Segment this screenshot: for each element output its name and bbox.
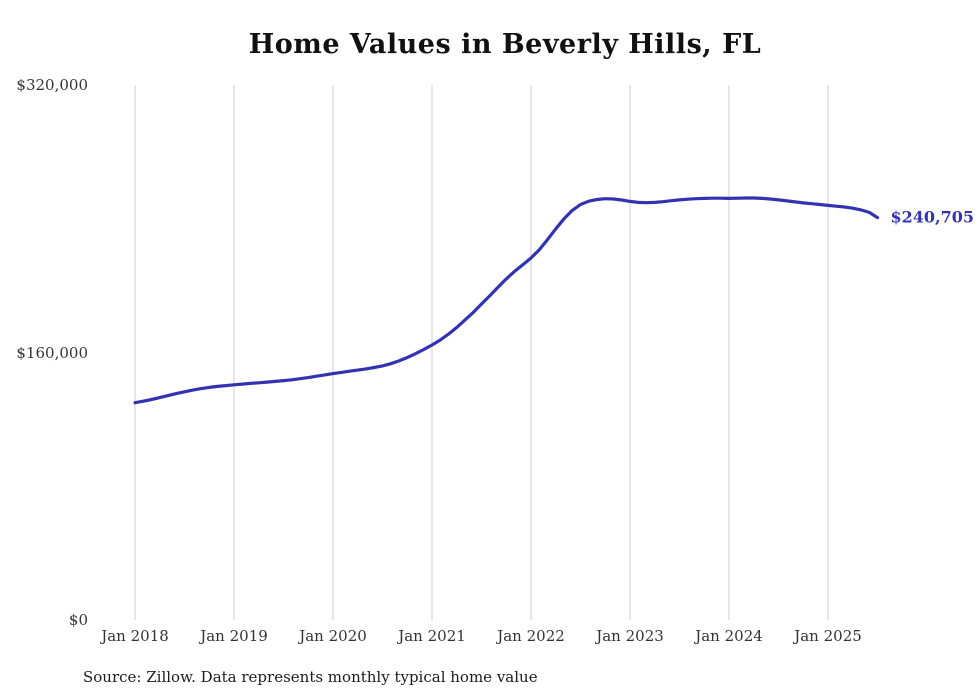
x-axis: Jan 2018 Jan 2019 Jan 2020 Jan 2021 Jan 2022…: [0, 627, 980, 649]
y-axis: $0 $160,000 $320,000: [0, 0, 88, 699]
x-tick-label: Jan 2019: [200, 627, 268, 645]
y-tick-label: $320,000: [16, 76, 88, 94]
chart-title: Home Values in Beverly Hills, FL: [248, 29, 762, 60]
x-tick-label: Jan 2023: [596, 627, 664, 645]
current-value-label: $240,705: [890, 207, 975, 227]
x-tick-label: Jan 2021: [398, 627, 466, 645]
x-tick-label: Jan 2025: [794, 627, 862, 645]
y-tick-label: $0: [68, 611, 88, 629]
x-tick-label: Jan 2020: [299, 627, 367, 645]
x-tick-label: Jan 2018: [101, 627, 169, 645]
x-tick-label: Jan 2022: [497, 627, 565, 645]
home-value-line: [133, 196, 880, 405]
x-tick-label: Jan 2024: [695, 627, 763, 645]
y-tick-label: $160,000: [16, 343, 88, 362]
source-note: Source: Zillow. Data represents monthly …: [83, 668, 538, 686]
